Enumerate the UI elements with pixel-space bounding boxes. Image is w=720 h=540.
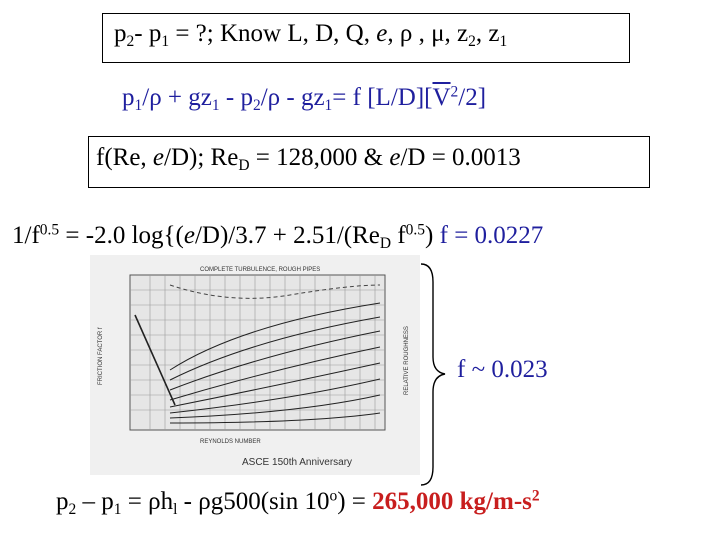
energy-part-b: /ρ + gz [142, 84, 212, 111]
moody-x-label: REYNOLDS NUMBER [200, 439, 261, 445]
colebrook-equation: 1/f0.5 = -2.0 log{(e/D)/3.7 + 2.51/(ReD … [12, 221, 544, 252]
pressure-difference: p2 – p1 = ρhl - ρg500(sin 10o) = 265,000… [56, 487, 540, 518]
moody-chart-svg: COMPLETE TURBULENCE, ROUGH PIPES FRICTIO… [90, 255, 420, 475]
right-brace [420, 263, 446, 486]
friction-estimate: f ~ 0.023 [457, 356, 548, 383]
given-line: p2- p1 = ?; Know L, D, Q, e, ρ , μ, z2, … [114, 20, 508, 50]
pressure-result: 265,000 kg/m-s2 [372, 487, 540, 515]
moody-top-label: COMPLETE TURBULENCE, ROUGH PIPES [200, 267, 320, 273]
moody-caption: ASCE 150th Anniversary [242, 457, 352, 468]
given-box [102, 13, 630, 63]
reynolds-line: f(Re, e/D); ReD = 128,000 & e/D = 0.0013 [96, 144, 521, 174]
friction-result: f = 0.0227 [433, 222, 544, 249]
moody-right-label: RELATIVE ROUGHNESS [404, 326, 410, 395]
moody-y-label: FRICTION FACTOR f [98, 327, 104, 385]
moody-diagram: COMPLETE TURBULENCE, ROUGH PIPES FRICTIO… [90, 255, 420, 475]
energy-equation: p1/ρ + gz1 - p2/ρ - gz1= f [L/D][V2/2] [122, 83, 487, 114]
reynolds-box [88, 136, 650, 188]
